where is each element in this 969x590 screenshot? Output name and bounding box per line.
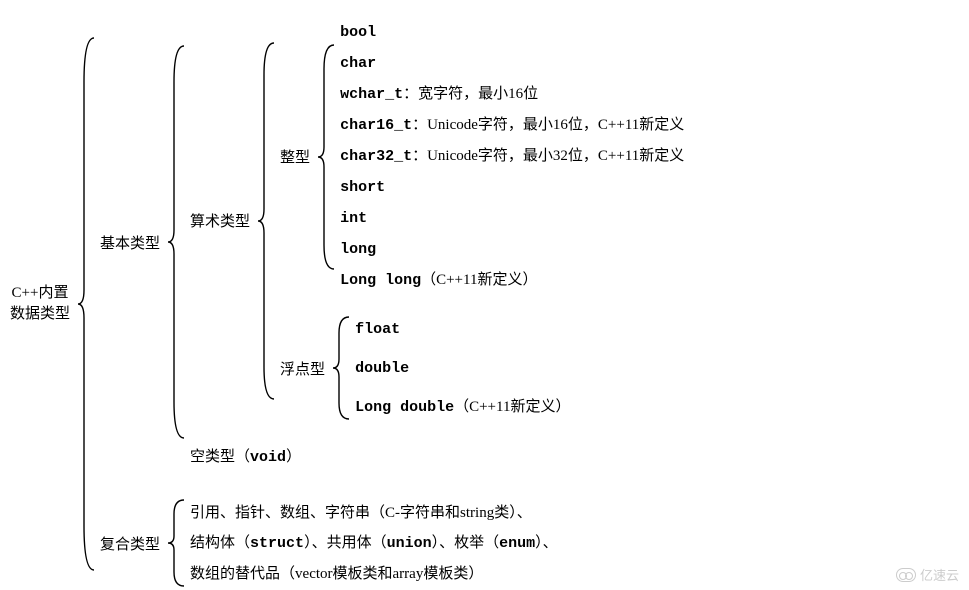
float-item-2: Long double（C++11新定义） bbox=[355, 395, 570, 420]
root-children: 基本类型 算术类型 bbox=[100, 18, 684, 590]
compound-line3: 数组的替代品（vector模板类和array模板类） bbox=[190, 562, 558, 586]
basic-children: 算术类型 整型 bbox=[190, 18, 684, 466]
basic-row: 基本类型 算术类型 bbox=[100, 18, 684, 466]
int-code-3: char16_t bbox=[340, 117, 412, 134]
int-item-4: char32_t：Unicode字符，最小32位，C++11新定义 bbox=[340, 144, 684, 169]
float-label: 浮点型 bbox=[280, 358, 325, 379]
int-item-6: int bbox=[340, 206, 684, 231]
watermark: 亿速云 bbox=[896, 565, 959, 584]
int-item-1: char bbox=[340, 51, 684, 76]
tree-diagram: C++内置 数据类型 基本类型 算术类型 bbox=[10, 18, 684, 590]
float-code-1: double bbox=[355, 360, 409, 377]
int-code-4: char32_t bbox=[340, 148, 412, 165]
brace-float bbox=[333, 313, 347, 423]
int-code-6: int bbox=[340, 210, 367, 227]
int-code-0: bool bbox=[340, 24, 376, 41]
compound-label: 复合类型 bbox=[100, 533, 160, 554]
brace-compound bbox=[168, 496, 182, 590]
int-item-7: long bbox=[340, 237, 684, 262]
int-rest-8: （C++11新定义） bbox=[421, 272, 537, 288]
brace-integer bbox=[318, 41, 332, 273]
float-code-2: Long double bbox=[355, 399, 454, 416]
int-item-5: short bbox=[340, 175, 684, 200]
arithmetic-label: 算术类型 bbox=[190, 210, 250, 231]
int-code-8: Long long bbox=[340, 272, 421, 289]
compound-leaves: 引用、指针、数组、字符串（C-字符串和string类）、 结构体（struct）… bbox=[190, 499, 558, 588]
float-code-0: float bbox=[355, 321, 400, 338]
float-row: 浮点型 float double Long double（C++11新定义） bbox=[280, 313, 684, 423]
int-item-8: Long long（C++11新定义） bbox=[340, 268, 684, 293]
void-suffix: ） bbox=[286, 449, 301, 465]
watermark-icon bbox=[896, 568, 916, 582]
int-code-1: char bbox=[340, 55, 376, 72]
int-item-0: bool bbox=[340, 20, 684, 45]
brace-basic bbox=[168, 42, 182, 442]
root-label: C++内置 数据类型 bbox=[10, 283, 70, 325]
integer-label: 整型 bbox=[280, 146, 310, 167]
float-item-1: double bbox=[355, 356, 570, 381]
brace-arith bbox=[258, 39, 272, 403]
int-code-7: long bbox=[340, 241, 376, 258]
compound-row: 复合类型 引用、指针、数组、字符串（C-字符串和string类）、 结构体（st… bbox=[100, 496, 684, 590]
int-rest-4: ：Unicode字符，最小32位，C++11新定义 bbox=[412, 148, 684, 164]
arithmetic-row: 算术类型 整型 bbox=[190, 18, 684, 423]
int-rest-3: ：Unicode字符，最小16位，C++11新定义 bbox=[412, 117, 684, 133]
integer-row: 整型 bool char wchar_t：宽字符，最小16位 char16_t：Uni… bbox=[280, 18, 684, 295]
float-leaves: float double Long double（C++11新定义） bbox=[355, 315, 570, 422]
watermark-text: 亿速云 bbox=[920, 565, 959, 584]
int-code-5: short bbox=[340, 179, 385, 196]
compound-line1: 引用、指针、数组、字符串（C-字符串和string类）、 bbox=[190, 501, 558, 525]
compound-line2: 结构体（struct）、共用体（union）、枚举（enum）、 bbox=[190, 531, 558, 556]
root-line1: C++内置 bbox=[10, 283, 70, 304]
void-row: 空类型（void） bbox=[190, 445, 684, 466]
void-prefix: 空类型（ bbox=[190, 449, 250, 465]
root-line2: 数据类型 bbox=[10, 304, 70, 325]
int-rest-2: ：宽字符，最小16位 bbox=[403, 86, 538, 102]
int-item-2: wchar_t：宽字符，最小16位 bbox=[340, 82, 684, 107]
integer-leaves: bool char wchar_t：宽字符，最小16位 char16_t：Unicod… bbox=[340, 18, 684, 295]
float-item-0: float bbox=[355, 317, 570, 342]
void-code: void bbox=[250, 449, 286, 466]
void-label: 空类型（void） bbox=[190, 445, 301, 466]
int-code-2: wchar_t bbox=[340, 86, 403, 103]
float-rest-2: （C++11新定义） bbox=[454, 399, 570, 415]
brace-root bbox=[78, 34, 92, 574]
arith-children: 整型 bool char wchar_t：宽字符，最小16位 char16_t：Uni… bbox=[280, 18, 684, 423]
int-item-3: char16_t：Unicode字符，最小16位，C++11新定义 bbox=[340, 113, 684, 138]
basic-label: 基本类型 bbox=[100, 232, 160, 253]
